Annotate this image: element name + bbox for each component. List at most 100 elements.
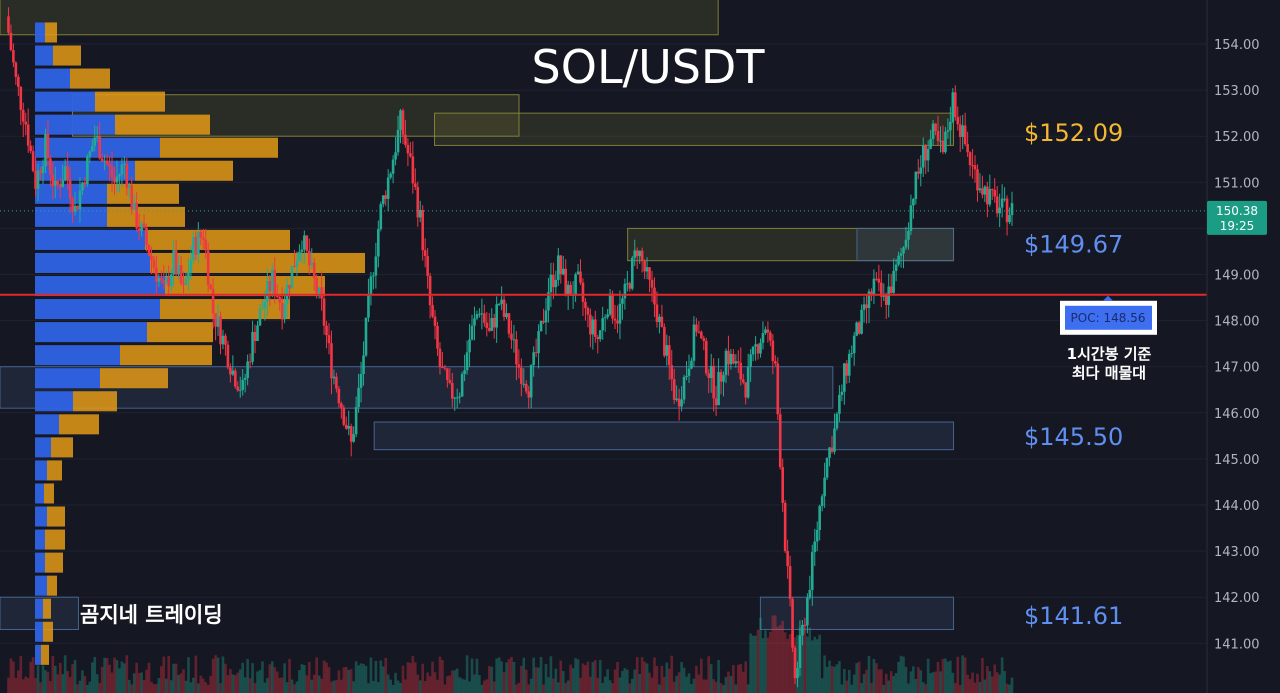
candle-body bbox=[54, 180, 57, 186]
candle-body bbox=[1003, 198, 1006, 200]
volume-bar bbox=[475, 658, 479, 693]
candle-body bbox=[860, 309, 863, 334]
volume-bar bbox=[174, 663, 178, 693]
volume-bar bbox=[921, 682, 925, 693]
candle-body bbox=[623, 283, 627, 299]
volume-bar bbox=[21, 679, 25, 693]
volume-bar bbox=[305, 675, 309, 693]
candle-body bbox=[754, 344, 757, 347]
volume-profile bbox=[35, 22, 365, 665]
candle-body bbox=[184, 278, 188, 285]
candle-body bbox=[224, 335, 227, 345]
volume-bar bbox=[542, 684, 545, 693]
volume-bar bbox=[700, 658, 703, 693]
volume-bar bbox=[340, 679, 343, 693]
volume-bar bbox=[7, 677, 10, 693]
volume-bar bbox=[1010, 677, 1014, 693]
volume-bar bbox=[653, 657, 656, 693]
volume-bar bbox=[783, 632, 787, 693]
candle-body bbox=[293, 265, 296, 268]
volume-bar bbox=[310, 679, 314, 693]
candle-body bbox=[581, 282, 585, 302]
candle-body bbox=[152, 259, 156, 268]
price-tick-label: 148.00 bbox=[1214, 315, 1260, 330]
candle-body bbox=[850, 353, 854, 355]
candle-body bbox=[830, 447, 834, 452]
volume-bar bbox=[986, 666, 989, 693]
candle-body bbox=[591, 319, 595, 335]
candle-body bbox=[113, 177, 116, 183]
candle-body bbox=[714, 398, 718, 406]
volume-bar bbox=[880, 669, 883, 693]
candle-body bbox=[761, 333, 765, 343]
candle-body bbox=[818, 506, 821, 531]
candle-body bbox=[712, 365, 715, 399]
volume-bar bbox=[426, 672, 429, 693]
volume-bar bbox=[682, 667, 686, 693]
volume-bar bbox=[981, 658, 984, 693]
candle-body bbox=[828, 447, 831, 458]
candle-body bbox=[263, 301, 267, 309]
candle-body bbox=[189, 259, 193, 273]
candle-body bbox=[786, 551, 789, 567]
volume-bar bbox=[791, 629, 794, 693]
candle-body bbox=[505, 313, 508, 318]
price-axis[interactable]: 141.00 142.00 143.00 144.00 145.00 146.00 147.… bbox=[1206, 0, 1260, 693]
candle-body bbox=[924, 145, 928, 161]
volume-bar bbox=[840, 684, 844, 693]
volume-profile-sell-bar bbox=[160, 299, 290, 320]
current-price-countdown: 19:25 bbox=[1220, 219, 1255, 233]
volume-bar bbox=[552, 678, 555, 693]
candle-body bbox=[386, 177, 390, 199]
volume-profile-buy-bar bbox=[35, 552, 45, 573]
candle-body bbox=[569, 284, 572, 296]
poc-callout: POC: 148.56 1시간봉 기준 최다 매물대 bbox=[1060, 295, 1157, 382]
volume-bar bbox=[140, 672, 143, 693]
volume-bar bbox=[934, 671, 937, 693]
volume-bar bbox=[917, 667, 920, 693]
candle-body bbox=[278, 296, 281, 303]
candle-body bbox=[455, 397, 459, 399]
candles-layer[interactable] bbox=[7, 7, 1014, 688]
candle-body bbox=[702, 338, 706, 341]
volume-bar bbox=[103, 657, 106, 693]
volume-bar bbox=[507, 659, 511, 693]
candle-body bbox=[855, 322, 858, 336]
volume-bar bbox=[483, 680, 486, 693]
volume-bar bbox=[342, 667, 346, 693]
volume-bar bbox=[835, 664, 839, 693]
volume-bar bbox=[145, 669, 148, 693]
candle-body bbox=[17, 76, 20, 87]
candle-body bbox=[912, 199, 915, 206]
candle-body bbox=[19, 86, 23, 110]
candle-body bbox=[404, 134, 407, 145]
candle-body bbox=[899, 253, 903, 256]
candle-body bbox=[739, 362, 743, 380]
candle-body bbox=[100, 158, 104, 162]
volume-bar bbox=[98, 682, 101, 693]
volume-bar bbox=[665, 662, 669, 693]
candle-body bbox=[633, 250, 637, 258]
volume-bar bbox=[833, 666, 836, 693]
candle-body bbox=[704, 340, 708, 374]
volume-bar bbox=[204, 682, 208, 693]
volume-bar bbox=[295, 681, 299, 693]
volume-bar bbox=[845, 680, 849, 693]
candle-body bbox=[283, 304, 286, 320]
volume-bar bbox=[251, 663, 254, 693]
volume-bar bbox=[946, 661, 950, 693]
candle-body bbox=[41, 166, 45, 174]
candle-body bbox=[621, 298, 624, 304]
candle-body bbox=[601, 318, 604, 331]
candle-body bbox=[670, 365, 674, 380]
volume-bar bbox=[608, 680, 612, 693]
candle-body bbox=[209, 284, 212, 289]
price-tick-label: 153.00 bbox=[1214, 84, 1260, 99]
volume-bar bbox=[362, 663, 365, 693]
volume-profile-buy-bar bbox=[35, 368, 100, 389]
volume-bar bbox=[534, 667, 538, 693]
volume-bar bbox=[944, 658, 947, 693]
volume-bar bbox=[325, 662, 328, 693]
volume-bar bbox=[894, 673, 898, 693]
